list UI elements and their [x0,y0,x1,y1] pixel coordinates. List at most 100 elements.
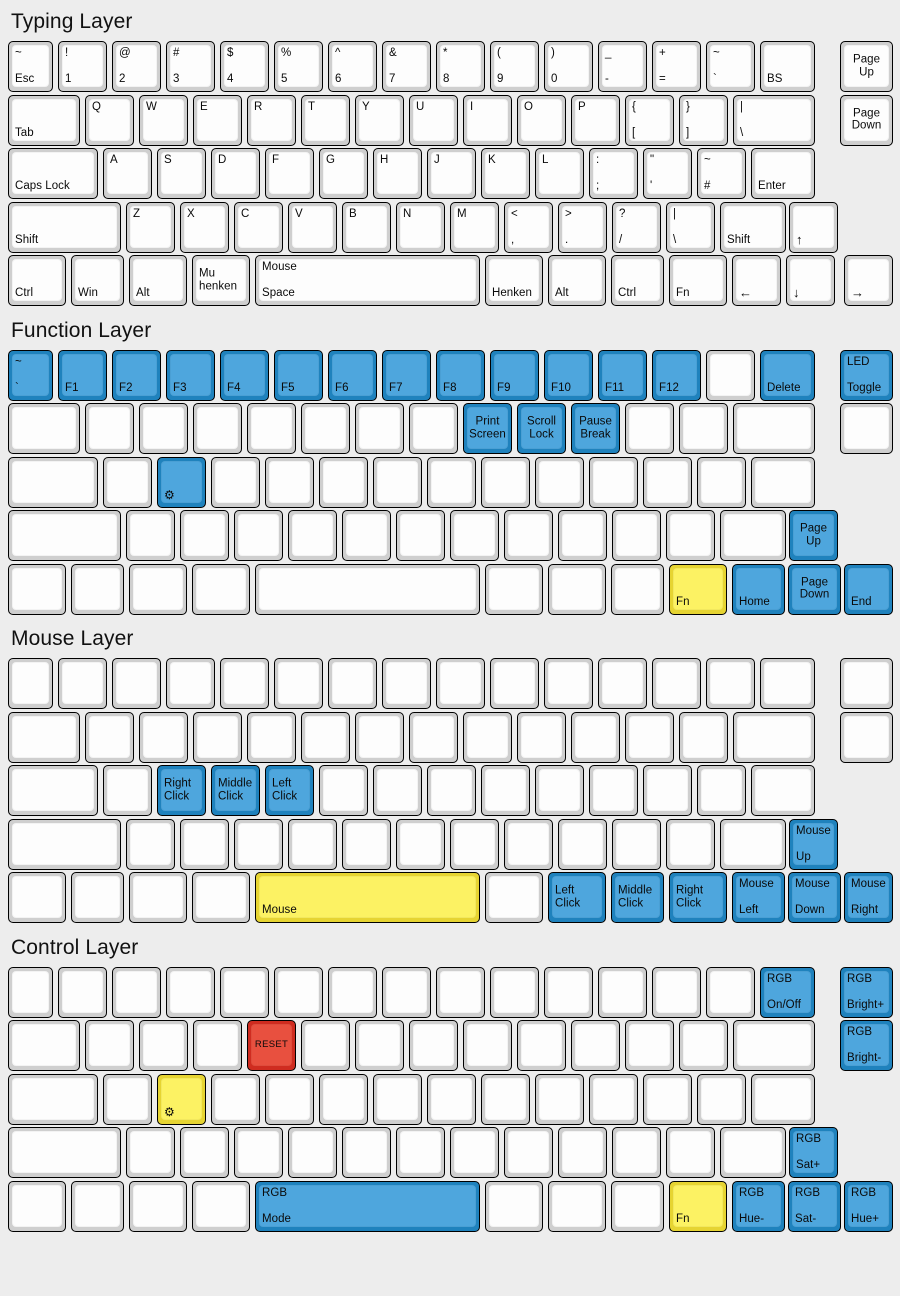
key-rgb-mode[interactable]: RGB Mode [255,1180,480,1232]
key-ms-r5-6[interactable] [485,872,543,923]
key-k[interactable]: K [481,148,530,199]
key-reset[interactable]: RESET [247,1020,296,1071]
key-ms-r1-5[interactable] [220,658,269,709]
key-fn-r5-3[interactable] [129,563,187,615]
key-minus[interactable]: _ - [598,41,647,92]
key-equal[interactable]: + = [652,41,701,92]
key-rgb-sat-down[interactable]: RGB Sat- [788,1180,841,1232]
key-p[interactable]: P [571,94,620,146]
key-fn-r3-2[interactable] [103,456,152,508]
key-fn-r2-6[interactable] [301,403,350,454]
key-led-toggle[interactable]: LED Toggle [840,349,893,401]
key-backslash-2[interactable]: | \ [666,201,715,253]
key-y[interactable]: Y [355,94,404,146]
key-ct-r2-1[interactable] [8,1020,80,1071]
key-delete[interactable]: Delete [760,349,815,401]
key-bracket-right[interactable]: }] [679,94,728,146]
key-fn-r4-9[interactable] [504,510,553,561]
key-ms-r1-7[interactable] [328,658,377,709]
key-ct-r5-3[interactable] [129,1180,187,1232]
key-fn-r3-9[interactable] [481,456,530,508]
key-f11[interactable]: F11 [598,349,647,401]
key-mouse-space[interactable]: Mouse [255,872,480,923]
key-b[interactable]: B [342,201,391,253]
key-ms-r3-1[interactable] [8,765,98,816]
key-ms-r2-10[interactable] [517,711,566,763]
key-ms-r1-15[interactable] [760,658,815,709]
key-rgb-bright-down[interactable]: RGB Bright- [840,1020,893,1071]
key-ms-r5-4[interactable] [192,872,250,923]
key-r[interactable]: R [247,94,296,146]
key-f[interactable]: F [265,148,314,199]
key-ct-r4-11[interactable] [612,1127,661,1178]
key-fn-r3-8[interactable] [427,456,476,508]
key-fn-r4-13[interactable] [720,510,786,561]
key-ct-r2-13[interactable] [679,1020,728,1071]
key-win[interactable]: Win [71,255,124,306]
key-ct-r5-7[interactable] [548,1180,606,1232]
key-alt-left[interactable]: Alt [129,255,187,306]
key-page-down[interactable]: Page Down [840,94,893,146]
key-ms-r4-10[interactable] [558,818,607,870]
key-ms-r1-13[interactable] [652,658,701,709]
key-arrow-right[interactable]: → [844,255,893,306]
key-scroll-lock[interactable]: Scroll Lock [517,403,566,454]
key-fn-r5-8[interactable] [611,563,664,615]
key-ms-r4-12[interactable] [666,818,715,870]
key-ct-r4-1[interactable] [8,1127,121,1178]
key-ms-r1-8[interactable] [382,658,431,709]
key-ms-r2-6[interactable] [301,711,350,763]
key-ms-r2-1[interactable] [8,711,80,763]
key-ms-r2-14[interactable] [733,711,815,763]
key-f4[interactable]: F4 [220,349,269,401]
key-ms-r3-13[interactable] [697,765,746,816]
key-henken[interactable]: Henken [485,255,543,306]
key-ct-r2-6[interactable] [301,1020,350,1071]
key-fn-r2-1[interactable] [8,403,80,454]
key-ct-r5-1[interactable] [8,1180,66,1232]
key-quote[interactable]: " ' [643,148,692,199]
key-d[interactable]: D [211,148,260,199]
key-ct-r5-2[interactable] [71,1180,124,1232]
key-ct-r1-8[interactable] [382,966,431,1018]
key-ms-r2-11[interactable] [571,711,620,763]
key-fn-r4-3[interactable] [180,510,229,561]
key-fn-r4-7[interactable] [396,510,445,561]
key-1[interactable]: ! 1 [58,41,107,92]
key-ms-r2-4[interactable] [193,711,242,763]
key-ms-r1-9[interactable] [436,658,485,709]
key-ms-r2-9[interactable] [463,711,512,763]
key-h[interactable]: H [373,148,422,199]
key-fn-r3-14[interactable] [751,456,815,508]
key-ms-r4-8[interactable] [450,818,499,870]
key-ct-r1-13[interactable] [652,966,701,1018]
key-w[interactable]: W [139,94,188,146]
key-ms-r2-13[interactable] [679,711,728,763]
key-ct-r3-5[interactable] [265,1073,314,1125]
key-fn-r3-1[interactable] [8,456,98,508]
key-fn[interactable]: Fn [669,255,727,306]
key-mouse-right[interactable]: Mouse Right [844,872,893,923]
key-ct-r4-3[interactable] [180,1127,229,1178]
key-ms-r1-3[interactable] [112,658,161,709]
key-rgb-hue-down[interactable]: RGB Hue- [732,1180,785,1232]
key-ct-r5-4[interactable] [192,1180,250,1232]
key-m[interactable]: M [450,201,499,253]
key-5[interactable]: % 5 [274,41,323,92]
key-ms-r5-1[interactable] [8,872,66,923]
key-slash[interactable]: ? / [612,201,661,253]
key-f7[interactable]: F7 [382,349,431,401]
key-fn-r5-4[interactable] [192,563,250,615]
key-ms-r4-5[interactable] [288,818,337,870]
key-x[interactable]: X [180,201,229,253]
key-ct-r1-11[interactable] [544,966,593,1018]
key-ms-r3-12[interactable] [643,765,692,816]
key-fn-r3-4[interactable] [211,456,260,508]
key-ms-r4-3[interactable] [180,818,229,870]
key-space[interactable]: Mouse Space [255,255,480,306]
key-7[interactable]: & 7 [382,41,431,92]
key-muhenken[interactable]: Mu henken [192,255,250,306]
key-fn-r2-8[interactable] [409,403,458,454]
key-fn-r2-3[interactable] [139,403,188,454]
key-ms-r1-11[interactable] [544,658,593,709]
